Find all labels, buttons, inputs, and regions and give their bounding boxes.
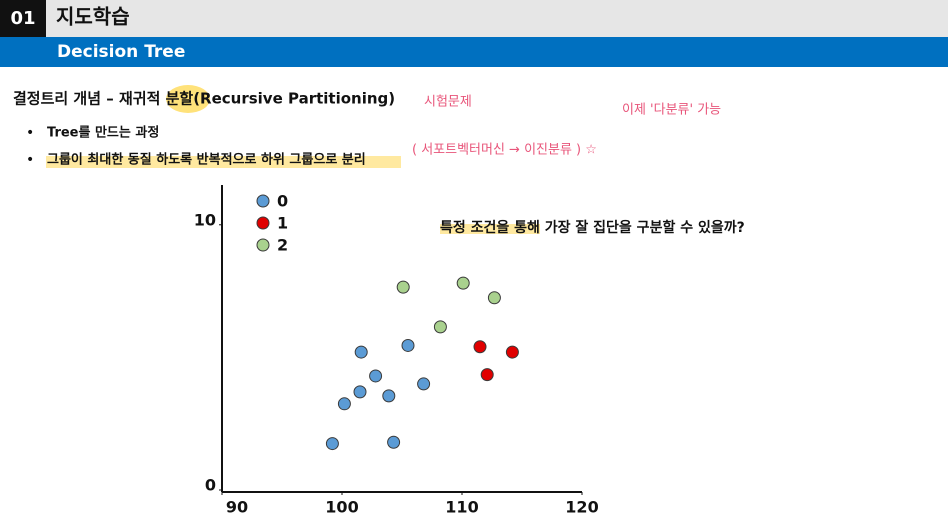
highlight: [440, 224, 540, 234]
number-box: [0, 0, 46, 37]
point: [401, 338, 415, 352]
handwritten-note: ( 서포트벡터머신 → 이진분류 ) ☆: [412, 143, 597, 158]
x-tick-label: 90: [226, 498, 248, 517]
legend-marker: [256, 216, 270, 230]
point: [369, 369, 383, 383]
point: [417, 377, 431, 391]
point: [473, 340, 487, 354]
point: [396, 280, 410, 294]
point: [505, 345, 519, 359]
legend-marker: [256, 194, 270, 208]
handwritten-note: 시험문제: [424, 95, 472, 110]
x-tick-label: 100: [325, 498, 358, 517]
point: [354, 345, 368, 359]
section-number: 01: [10, 8, 35, 29]
point: [382, 389, 396, 403]
header-band: [0, 0, 948, 37]
point: [387, 435, 401, 449]
point: [487, 291, 501, 305]
section-title: 결정트리 개념 – 재귀적 분할(Recursive Partitioning): [13, 90, 395, 108]
handwritten-note: 이제 '다분류' 가능: [622, 103, 721, 118]
bullet-dot: •: [26, 152, 34, 168]
y-tick-label: 10: [194, 210, 216, 229]
point: [325, 437, 339, 451]
point: [433, 320, 447, 334]
legend-label: 1: [277, 214, 288, 233]
chart-annotation: 특정 조건을 통해 가장 잘 집단을 구분할 수 있을까?: [440, 219, 745, 236]
header-subtitle: Decision Tree: [57, 42, 185, 62]
header-title: 지도학습: [56, 5, 130, 29]
x-tick-label: 120: [565, 498, 598, 517]
bullet-dot: •: [26, 125, 34, 141]
point: [353, 385, 367, 399]
legend-label: 2: [277, 236, 288, 255]
highlight: [46, 156, 401, 168]
bullet: 그룹이 최대한 동질 하도록 반복적으로 하위 그룹으로 분리: [47, 152, 366, 168]
highlight: [166, 85, 210, 113]
point: [456, 276, 470, 290]
subtitle-band: [0, 37, 948, 67]
x-tick-label: 110: [445, 498, 478, 517]
legend-label: 0: [277, 192, 288, 211]
point: [337, 397, 351, 411]
y-tick-label: 0: [205, 476, 216, 495]
legend-marker: [256, 238, 270, 252]
bullet: Tree를 만드는 과정: [47, 125, 159, 141]
point: [480, 368, 494, 382]
